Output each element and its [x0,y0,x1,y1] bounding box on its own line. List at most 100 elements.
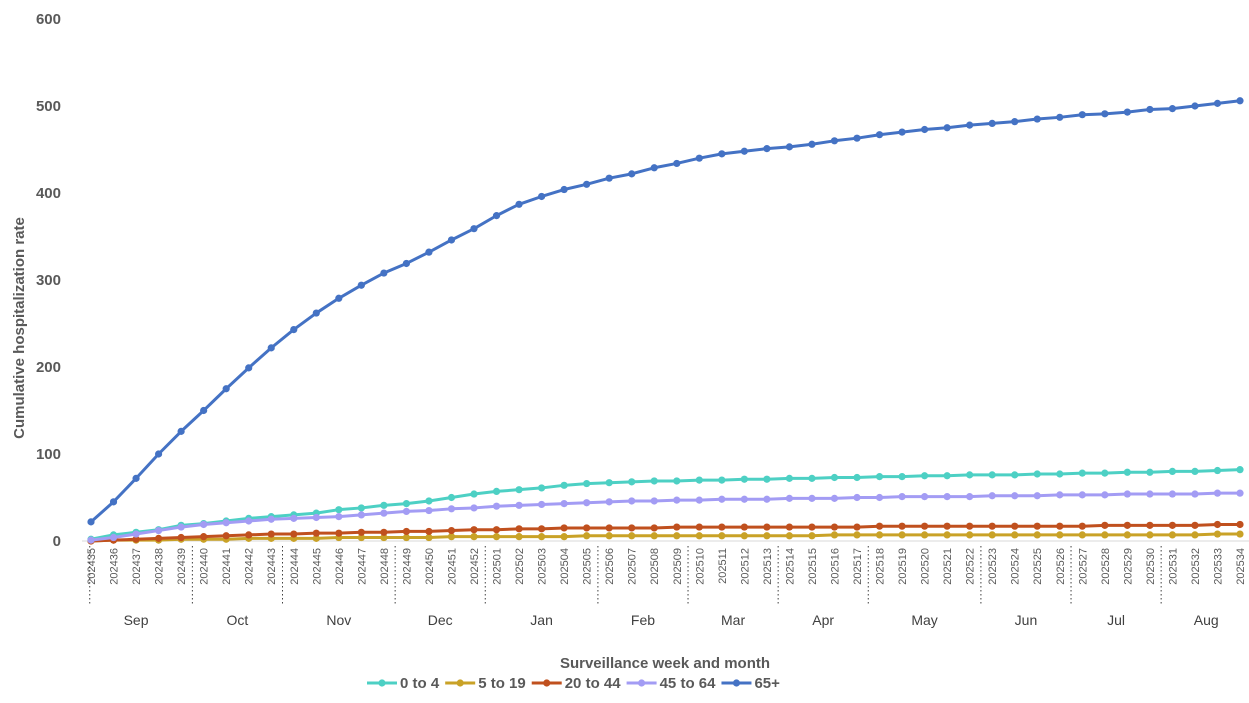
x-tick-label: 202530 [1145,548,1157,585]
data-point [763,495,771,503]
legend-label: 65+ [754,675,780,692]
data-point [335,506,343,514]
data-point [425,533,433,542]
legend-label: 45 to 64 [660,675,717,692]
data-point [830,531,839,539]
data-point [267,530,275,538]
data-point [200,520,208,529]
data-point [515,200,523,208]
data-point [1146,521,1154,529]
data-point [695,496,703,504]
y-tick-label: 300 [36,272,61,289]
data-point [673,532,681,540]
series-line [89,99,1242,524]
data-point [1236,97,1244,105]
data-point [1168,105,1177,113]
data-point [470,526,478,534]
x-tick-label: 202504 [559,548,571,585]
y-tick-label: 100 [36,446,61,463]
x-tick-label: 202531 [1167,548,1179,585]
data-point [898,522,906,530]
data-point [988,522,996,530]
x-tick-label: 202445 [311,548,323,585]
data-point [1213,530,1222,538]
data-point [966,493,974,501]
data-point [583,532,591,540]
data-point [1168,521,1177,529]
data-point [560,533,568,541]
x-tick-label: 202517 [852,548,864,585]
month-label: Jul [1107,612,1125,628]
data-point [718,476,726,484]
data-point [808,532,816,540]
data-point [492,533,501,541]
data-point [988,531,996,539]
series-5-to-19 [87,530,1244,545]
y-tick-label: 600 [36,11,61,28]
data-point [380,501,388,509]
x-tick-label: 202523 [987,548,999,585]
x-tick-label: 202446 [334,548,346,585]
data-point [132,535,140,543]
data-point [515,533,523,541]
data-point [875,531,884,539]
data-point [402,507,411,516]
data-point [357,281,365,289]
y-tick-label: 0 [53,533,61,550]
data-point [808,523,816,531]
legend-item: 45 to 64 [626,675,717,692]
data-point [154,450,163,458]
data-point [1011,531,1019,539]
data-point [425,506,433,515]
data-point [447,505,456,513]
month-label: Aug [1194,612,1219,628]
data-point [312,513,320,522]
data-point [785,494,794,502]
data-point [470,490,478,498]
data-point [290,325,298,334]
x-tick-label: 202508 [649,548,661,585]
x-tick-label: 202519 [897,548,909,585]
data-point [1101,521,1109,529]
data-point [560,524,568,532]
data-point [943,531,951,539]
data-point [583,180,591,188]
data-point [447,533,456,541]
x-tick-label: 202442 [244,548,256,585]
y-tick-label: 200 [36,359,61,376]
legend-item: 20 to 44 [531,675,621,692]
data-point [222,532,230,540]
data-point [154,526,163,535]
data-point [583,524,591,532]
x-tick-label: 202521 [942,548,954,585]
x-tick-label: 202505 [582,548,594,585]
data-point [740,532,748,540]
x-tick-label: 202510 [694,548,706,585]
data-point [1213,520,1222,529]
data-point [808,140,816,148]
data-point [718,532,726,540]
x-tick-label: 202513 [762,548,774,585]
data-point [1056,491,1064,499]
data-point [853,531,861,539]
data-point [1123,468,1131,476]
month-axis: Sep Oct Nov Dec Jan Feb Mar Apr May Jun Jul Aug [89,546,1219,628]
data-point [875,493,884,502]
data-point [718,150,726,158]
data-point [650,497,658,505]
data-point [966,522,974,530]
series-0-to-4 [87,466,1244,543]
data-point [718,523,726,531]
data-point [132,474,140,482]
data-point [380,533,388,542]
data-point [853,493,861,502]
data-point [830,137,839,145]
data-point [312,309,320,317]
data-point [943,493,951,501]
data-point [560,499,568,508]
data-point [1213,99,1222,107]
data-point [1101,110,1109,118]
data-point [1078,531,1086,539]
data-point [357,504,365,512]
data-point [1191,521,1199,529]
